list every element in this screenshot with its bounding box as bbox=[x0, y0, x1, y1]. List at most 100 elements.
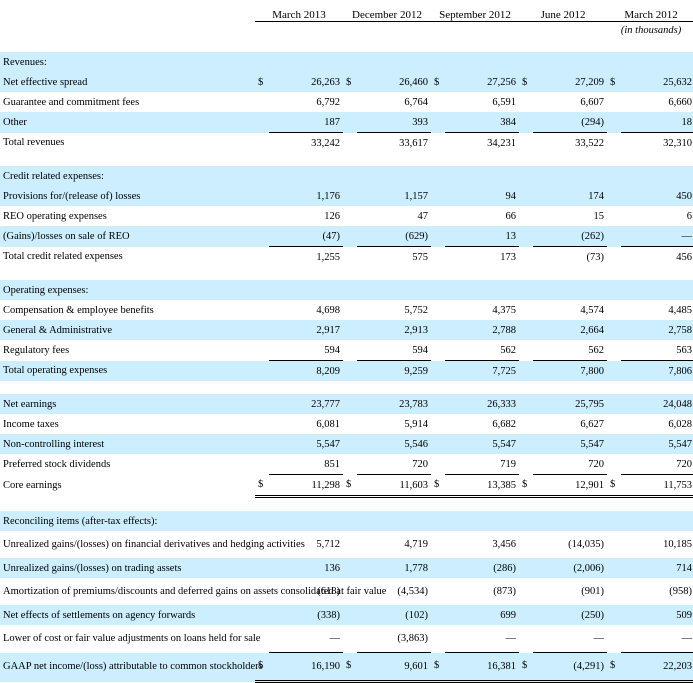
currency-symbol bbox=[519, 226, 534, 247]
units-note: (in thousands) bbox=[620, 25, 682, 36]
table-row: General & Administrative 2,917 2,913 2,788 2… bbox=[0, 320, 693, 340]
currency-symbol bbox=[519, 320, 534, 340]
value-cell: 851 bbox=[269, 454, 343, 475]
table-row: (Gains)/losses on sale of REO (47) (629) 13… bbox=[0, 226, 693, 247]
currency-symbol bbox=[519, 92, 533, 112]
currency-symbol bbox=[255, 454, 269, 475]
value-cell: 174 bbox=[533, 186, 608, 206]
currency-symbol bbox=[431, 414, 445, 434]
currency-symbol bbox=[607, 394, 622, 414]
value-cell: 4,698 bbox=[316, 304, 340, 316]
value-cell: 13,385 bbox=[445, 474, 520, 498]
value-cell: 720 bbox=[621, 454, 693, 475]
value-cell: 3,456 bbox=[492, 538, 517, 550]
currency-symbol bbox=[607, 92, 621, 112]
section-heading-row: Reconciling items (after-tax effects): bbox=[0, 511, 693, 531]
value-cell: (4,291) bbox=[533, 652, 608, 683]
value-cell: 594 bbox=[357, 340, 432, 361]
currency-symbol bbox=[607, 414, 621, 434]
currency-symbol bbox=[431, 605, 446, 625]
value-cell: 1,176 bbox=[269, 186, 343, 206]
value-cell: 16,190 bbox=[269, 652, 343, 683]
value-cell: (286) bbox=[445, 558, 520, 578]
value-cell: 563 bbox=[621, 340, 693, 361]
currency-symbol bbox=[607, 186, 622, 206]
value-cell: 10,185 bbox=[663, 538, 693, 550]
row-label: Total credit related expenses bbox=[3, 251, 123, 263]
value-cell: 2,917 bbox=[269, 320, 343, 340]
currency-symbol bbox=[607, 625, 621, 653]
table-row: Compensation & employee benefits 4,698 5,7… bbox=[0, 300, 693, 320]
currency-symbol bbox=[431, 434, 446, 454]
value-cell: 1,778 bbox=[357, 558, 432, 578]
header-spacer bbox=[0, 0, 255, 22]
value-cell: 714 bbox=[621, 558, 693, 578]
currency-symbol bbox=[255, 394, 269, 414]
currency-symbol bbox=[343, 186, 357, 206]
spacer-row bbox=[0, 153, 693, 166]
value-cell: 11,298 bbox=[269, 474, 343, 498]
spacer-cell bbox=[0, 39, 693, 52]
currency-symbol bbox=[431, 394, 446, 414]
row-label: REO operating expenses bbox=[3, 210, 107, 222]
currency-symbol bbox=[607, 112, 622, 133]
value-cell: 720 bbox=[357, 454, 432, 475]
currency-symbol bbox=[255, 558, 269, 578]
value-cell: (47) bbox=[269, 226, 343, 247]
currency-symbol bbox=[343, 531, 357, 558]
currency-symbol bbox=[519, 394, 534, 414]
currency-symbol bbox=[255, 414, 269, 434]
value-cell: 33,522 bbox=[575, 137, 605, 149]
currency-symbol bbox=[255, 360, 269, 381]
table-row: Lower of cost or fair value adjustments … bbox=[0, 625, 693, 653]
currency-symbol bbox=[343, 92, 357, 112]
currency-symbol: $ bbox=[519, 652, 534, 683]
value-cell: 6 bbox=[686, 210, 693, 222]
table-row: Unrealized gains/(losses) on financial d… bbox=[0, 531, 693, 558]
value-cell: 719 bbox=[445, 454, 520, 475]
value-cell: (14,035) bbox=[568, 538, 605, 550]
value-cell: 5,547 bbox=[533, 434, 608, 454]
value-cell: 2,758 bbox=[621, 320, 693, 340]
currency-symbol bbox=[343, 226, 357, 247]
value-cell: 5,547 bbox=[621, 434, 693, 454]
column-header: March 2013 bbox=[255, 0, 343, 22]
value-cell: 4,719 bbox=[404, 538, 429, 550]
currency-symbol: $ bbox=[343, 474, 357, 498]
column-header: March 2012 bbox=[607, 0, 693, 22]
currency-symbol: $ bbox=[343, 652, 357, 683]
currency-symbol bbox=[343, 320, 357, 340]
value-cell: 11,603 bbox=[357, 474, 432, 498]
value-cell: (250) bbox=[533, 605, 608, 625]
value-cell: 6,028 bbox=[668, 418, 693, 430]
value-cell: (958) bbox=[669, 585, 693, 597]
currency-symbol bbox=[431, 133, 445, 154]
currency-symbol bbox=[519, 414, 533, 434]
currency-symbol bbox=[343, 454, 357, 475]
section-heading-row: Revenues: bbox=[0, 52, 693, 72]
column-header: December 2012 bbox=[343, 0, 432, 22]
value-cell: 7,806 bbox=[621, 360, 693, 381]
value-cell: (73) bbox=[586, 251, 605, 263]
currency-symbol bbox=[607, 605, 622, 625]
row-label: Net effective spread bbox=[0, 72, 255, 92]
total-row: Total operating expenses 8,209 9,259 7,725 7… bbox=[0, 360, 693, 381]
value-cell: 9,601 bbox=[357, 652, 432, 683]
value-cell: 5,547 bbox=[269, 434, 343, 454]
value-cell: 6,591 bbox=[492, 96, 517, 108]
currency-symbol: $ bbox=[255, 652, 269, 683]
currency-symbol bbox=[431, 112, 446, 133]
column-header-row: March 2013 December 2012 September 2012 … bbox=[0, 0, 693, 22]
row-label: Unrealized gains/(losses) on trading ass… bbox=[0, 558, 255, 578]
row-label: Unrealized gains/(losses) on financial d… bbox=[3, 538, 305, 550]
section-heading-row: Credit related expenses: bbox=[0, 166, 693, 186]
value-cell: — bbox=[533, 625, 608, 653]
row-label: Lower of cost or fair value adjustments … bbox=[3, 632, 261, 644]
column-header: September 2012 bbox=[431, 0, 520, 22]
currency-symbol bbox=[607, 320, 622, 340]
value-cell: 562 bbox=[445, 340, 520, 361]
value-cell: — bbox=[621, 625, 693, 653]
value-cell: 509 bbox=[621, 605, 693, 625]
value-cell: 1,157 bbox=[357, 186, 432, 206]
currency-symbol bbox=[519, 434, 534, 454]
